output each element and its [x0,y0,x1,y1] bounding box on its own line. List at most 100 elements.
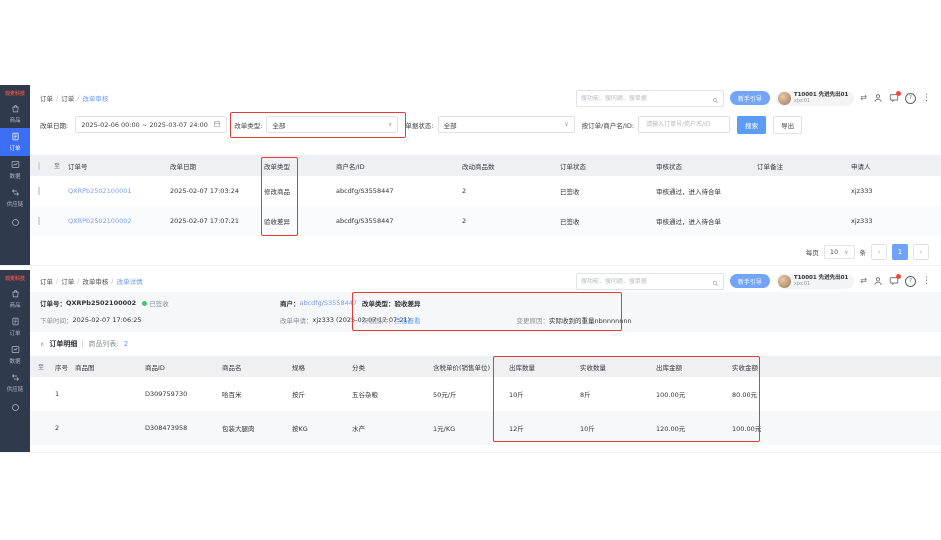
status-dot [142,300,148,306]
order-review-panel: 观麦科技 商品 订单 数据 供应链 订单 / 订单 / 改单审核 [0,85,941,266]
more-icon[interactable]: ⋮ [922,275,931,286]
breadcrumb-current: 改单审核 [82,95,109,103]
column-header: 含税单价(销售单位) [433,363,491,372]
switch-account-icon[interactable]: ⇄ [860,276,867,285]
sidebar: 观麦科技 商品 订单 数据 供应链 [0,270,30,452]
order-search-box[interactable] [638,116,731,133]
global-search-input[interactable] [580,94,693,102]
search-icon [712,272,719,291]
guide-button[interactable]: 新手引导 [729,91,770,105]
table-header-row: 至 订单号 改单日期 改单类型 商户名/ID 改动商品数 订单状态 审核状态 订… [30,155,941,176]
supply-chain-icon [11,373,20,384]
column-settings-icon[interactable]: 至 [54,163,61,170]
column-header: 订单号 [68,162,88,171]
global-search[interactable] [575,89,724,108]
status-filter-select[interactable]: 全部 ∨ [437,116,575,133]
outbound-qty: 12斤 [509,425,524,433]
prev-page-button[interactable]: ‹ [871,244,887,260]
breadcrumb-item[interactable]: 订单 [40,278,53,286]
search-icon [712,89,719,108]
sidebar-item-more[interactable] [0,212,30,238]
type-filter-select[interactable]: 全部 ∨ [266,116,399,133]
section-title: 订单明细 [49,340,78,348]
user-menu[interactable]: T10001 先进先出01 xjxc01 [775,273,855,289]
product-id: D308473958 [145,424,188,432]
help-icon[interactable]: ? [905,275,916,287]
type-filter: 改单类型: 全部 ∨ [234,116,399,133]
column-header: 实收数量 [580,363,606,372]
sidebar-item-goods[interactable]: 商品 [0,285,30,313]
user-menu[interactable]: T10001 先进先出01 xjxc01 [775,90,855,106]
guide-button[interactable]: 新手引导 [729,274,770,288]
product-count: 2 [123,340,129,348]
support-icon[interactable] [873,276,883,286]
order-number-link[interactable]: QXRPb2502100002 [68,217,132,225]
sidebar-item-supply-chain[interactable]: 供应链 [0,184,30,212]
order-number-label: 订单号： [40,300,66,308]
outbound-amount: 100.00元 [656,391,686,399]
order-info-bar: 订单号： QXRPb2502100002 已签收 下单时间： 2025-02-0… [30,292,941,332]
change-type-label: 改单类型： [362,300,395,308]
product-spec: 按KG [292,425,308,433]
switch-account-icon[interactable]: ⇄ [860,93,867,102]
sidebar-item-orders[interactable]: 订单 [0,313,30,341]
breadcrumb-item[interactable]: 改单审核 [82,278,109,286]
message-icon[interactable] [889,274,901,286]
collapse-icon[interactable]: ∧ [40,340,45,348]
column-settings-icon[interactable]: 至 [38,364,45,371]
next-page-button[interactable]: › [913,244,929,260]
breadcrumb-item[interactable]: 订单 [61,95,75,103]
sidebar-item-label: 供应链 [6,387,24,393]
order-detail-panel: 观麦科技 商品 订单 数据 供应链 订单 / 订单 / 改单审核 / 改单详情 [0,270,941,453]
order-search-input[interactable] [644,120,725,129]
select-all-checkbox[interactable] [38,161,40,170]
change-type: 验收差异 [264,218,290,226]
column-header: 申请人 [851,162,871,171]
support-icon[interactable] [873,93,883,103]
more-icon[interactable]: ⋮ [922,92,931,103]
row-checkbox[interactable] [38,217,40,225]
per-page-unit: 条 [859,249,867,257]
view-image-link[interactable]: 点击查看 [394,317,421,325]
topbar-right: 新手引导 T10001 先进先出01 xjxc01 ⇄ ? ⋮ [575,272,931,291]
page-1-button[interactable]: 1 [892,244,908,260]
product-id: D309759730 [145,390,188,398]
row-checkbox[interactable] [38,187,40,195]
chart-icon [11,345,20,356]
order-number-link[interactable]: QXRPb2502100001 [68,187,132,195]
merchant-link[interactable]: abcdfg/S3558447 [299,299,358,307]
change-reason-label: 变更原因： [516,317,550,325]
sidebar-item-more[interactable] [0,397,30,423]
search-button[interactable]: 搜索 [737,115,767,134]
order-search-label: 按订单/商户名/ID: [581,121,635,130]
column-header: 规格 [292,363,305,372]
sidebar-item-data[interactable]: 数据 [0,341,30,369]
help-icon[interactable]: ? [905,92,916,104]
sidebar-item-label: 商品 [9,118,21,124]
breadcrumb-item[interactable]: 订单 [61,278,75,286]
product-category: 水产 [352,425,365,433]
global-search-input[interactable] [580,277,693,285]
bag-icon [11,289,20,300]
change-type: 修改商品 [264,188,290,196]
per-page-select[interactable]: 10 ∨ [823,245,855,259]
column-header: 改单日期 [170,162,196,171]
outbound-qty: 10斤 [509,391,524,399]
export-button[interactable]: 导出 [773,115,803,134]
sidebar-item-orders[interactable]: 订单 [0,128,30,156]
sidebar-item-goods[interactable]: 商品 [0,100,30,128]
calendar-icon [213,120,221,130]
sidebar-item-supply-chain[interactable]: 供应链 [0,369,30,397]
breadcrumb-item[interactable]: 订单 [40,95,53,103]
date-range-input[interactable]: 2025-02-06 00:00 ~ 2025-03-07 24:00 [75,116,228,133]
message-icon[interactable] [889,91,901,103]
filter-bar: 改单日期: 2025-02-06 00:00 ~ 2025-03-07 24:0… [30,111,941,138]
topbar-right: 新手引导 T10001 先进先出01 xjxc01 ⇄ ? ⋮ [575,89,931,108]
order-icon [11,132,20,143]
chevron-down-icon: ∨ [844,248,849,256]
sidebar-item-data[interactable]: 数据 [0,156,30,184]
product-spec: 按斤 [292,391,305,399]
column-header: 订单备注 [757,162,783,171]
global-search[interactable] [575,272,724,291]
order-icon [11,317,20,328]
